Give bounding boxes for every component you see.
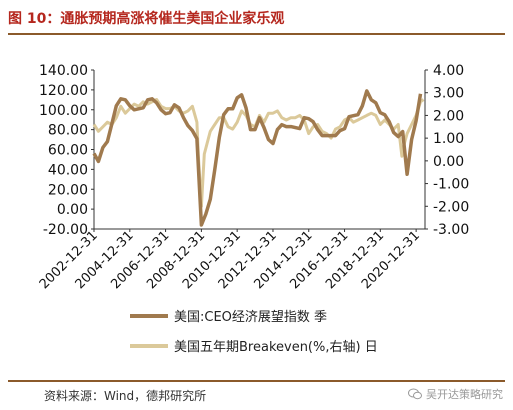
series-line-breakeven (92, 98, 425, 208)
y-right-tick-label: -1.00 (433, 177, 469, 193)
legend-item-breakeven: 美国五年期Breakeven(%,右轴) 日 (130, 336, 378, 355)
y-left-tick-label: 100.00 (39, 103, 88, 119)
watermark: 吴开达策略研究 (408, 386, 503, 402)
series-line-ceo (92, 89, 423, 227)
legend-swatch-ceo (130, 313, 168, 318)
y-left-tick-label: 40.00 (48, 162, 88, 178)
source-note: 资料来源：Wind，德邦研究所 (44, 389, 207, 403)
y-right-tick-label: -3.00 (433, 222, 469, 238)
y-left-tick-label: 60.00 (48, 143, 88, 159)
legend-swatch-breakeven (130, 343, 168, 348)
y-right-tick-label: 4.00 (433, 63, 464, 79)
legend-label-ceo: 美国:CEO经济展望指数 季 (174, 310, 328, 325)
y-left-tick-label: -20.00 (43, 222, 88, 238)
chart-axes: 140.00 120.00 100.00 80.00 60.00 40.00 20.00 0.… (37, 63, 469, 292)
figure-title: 图 10：通胀预期高涨将催生美国企业家乐观 (8, 11, 285, 27)
wechat-icon (408, 388, 422, 400)
watermark-text: 吴开达策略研究 (426, 388, 503, 401)
legend-label-breakeven: 美国五年期Breakeven(%,右轴) 日 (174, 340, 378, 355)
footer-divider (8, 380, 505, 382)
y-right-tick-label: 1.00 (433, 131, 464, 147)
y-left-tick-label: 20.00 (48, 182, 88, 198)
y-left-tick-label: 140.00 (39, 63, 88, 79)
y-right-tick-label: 2.00 (433, 108, 464, 124)
y-right-tick-label: 3.00 (433, 86, 464, 102)
y-right-tick-label: -2.00 (433, 199, 469, 215)
title-divider (8, 33, 505, 35)
legend-item-ceo: 美国:CEO经济展望指数 季 (130, 306, 327, 325)
chart-series (92, 89, 425, 227)
y-left-tick-label: 0.00 (57, 202, 88, 218)
y-left-tick-label: 120.00 (39, 83, 88, 99)
line-chart: 140.00 120.00 100.00 80.00 60.00 40.00 20.00 0.… (37, 63, 469, 292)
y-left-tick-label: 80.00 (48, 123, 88, 139)
y-right-tick-label: 0.00 (433, 154, 464, 170)
